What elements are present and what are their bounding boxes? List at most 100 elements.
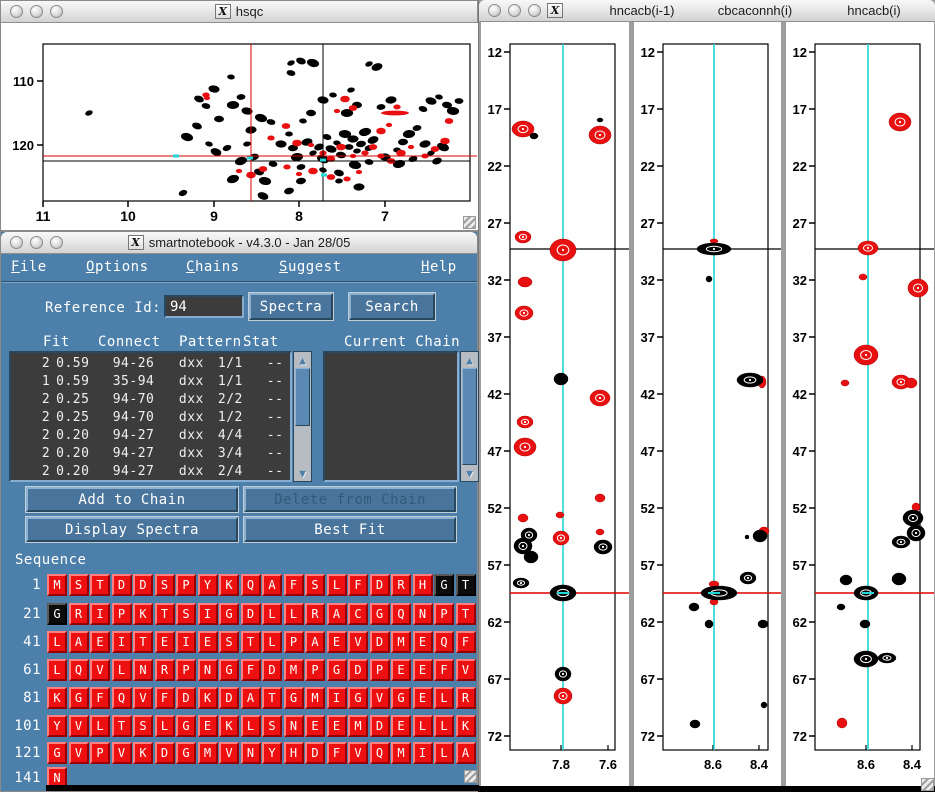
sequence-cell[interactable]: A [327,603,347,625]
close-button[interactable] [488,4,501,17]
sequence-cell[interactable]: L [155,715,175,737]
sequence-cell[interactable]: D [348,659,368,681]
fit-row[interactable]: 20.2094-27dxx2/4-- [11,464,290,482]
search-button[interactable]: Search [349,293,435,320]
sequence-cell[interactable]: F [241,659,261,681]
menu-file[interactable]: File [11,259,47,275]
sequence-cell[interactable]: P [284,631,304,653]
sequence-cell[interactable]: C [348,603,368,625]
sequence-cell[interactable]: N [133,659,153,681]
sequence-cell[interactable]: Y [47,715,67,737]
sequence-cell[interactable]: E [391,715,411,737]
sequence-cell[interactable]: D [370,631,390,653]
sequence-cell[interactable]: R [305,603,325,625]
strip-panel-hncacb-i-1[interactable]: 121722273237424752576267727.87.6 [481,22,629,786]
sequence-cell[interactable]: M [47,574,67,596]
sequence-cell[interactable]: E [413,687,433,709]
sequence-cell[interactable]: G [434,574,454,596]
sequence-cell[interactable]: I [176,631,196,653]
sequence-cell[interactable]: F [90,687,110,709]
sequence-cell[interactable]: G [370,603,390,625]
close-button[interactable] [10,5,23,18]
minimize-button[interactable] [30,5,43,18]
sequence-cell[interactable]: E [413,631,433,653]
sequence-cell[interactable]: N [413,603,433,625]
sequence-cell[interactable]: T [133,631,153,653]
fit-row[interactable]: 20.2594-70dxx1/2-- [11,410,290,428]
sequence-cell[interactable]: V [370,687,390,709]
sequence-cell[interactable]: A [69,631,89,653]
scroll-down-icon[interactable]: ▼ [461,465,478,481]
scrollbar-thumb[interactable] [295,368,310,426]
sequence-cell[interactable]: M [284,659,304,681]
sequence-cell[interactable]: F [284,574,304,596]
sequence-cell[interactable]: A [305,631,325,653]
zoom-button[interactable] [528,4,541,17]
fit-row[interactable]: 20.2094-27dxx4/4-- [11,428,290,446]
fit-row[interactable]: 10.5935-94dxx1/1-- [11,374,290,392]
sequence-cell[interactable]: L [90,715,110,737]
sequence-cell[interactable]: S [155,574,175,596]
sequence-cell[interactable]: S [262,715,282,737]
sequence-cell[interactable]: D [370,574,390,596]
sequence-cell[interactable]: V [69,742,89,764]
sequence-cell[interactable]: L [413,715,433,737]
sequence-cell[interactable]: K [219,574,239,596]
sequence-cell[interactable]: P [112,603,132,625]
sequence-cell[interactable]: R [155,659,175,681]
sequence-cell[interactable]: G [391,687,411,709]
resize-grip[interactable] [921,778,934,791]
sequence-cell[interactable]: Q [241,574,261,596]
sequence-cell[interactable]: R [69,603,89,625]
sequence-cell[interactable]: L [327,574,347,596]
sequence-cell[interactable]: P [305,659,325,681]
sequence-cell[interactable]: K [456,715,476,737]
fit-row[interactable]: 20.2594-70dxx2/2-- [11,392,290,410]
sequence-cell[interactable]: K [133,603,153,625]
sequence-cell[interactable]: E [198,715,218,737]
sequence-cell[interactable]: P [90,742,110,764]
sequence-cell[interactable]: I [327,687,347,709]
sequence-cell[interactable]: V [348,742,368,764]
sequence-cell[interactable]: A [262,574,282,596]
sequence-cell[interactable]: T [155,603,175,625]
sequence-cell[interactable]: E [90,631,110,653]
sequence-cell[interactable]: M [391,631,411,653]
sequence-cell[interactable]: L [112,659,132,681]
sequence-cell[interactable]: L [262,631,282,653]
sequence-cell[interactable]: I [90,603,110,625]
fit-row[interactable]: 20.5994-26dxx1/1-- [11,356,290,374]
sequence-cell[interactable]: V [348,631,368,653]
sequence-cell[interactable]: P [176,574,196,596]
sequence-cell[interactable]: V [90,659,110,681]
sequence-cell[interactable]: T [90,574,110,596]
sequence-cell[interactable]: G [47,742,67,764]
sequence-cell[interactable]: R [456,687,476,709]
sequence-cell[interactable]: E [413,659,433,681]
menu-help[interactable]: Help [421,259,457,275]
sequence-cell[interactable]: S [219,631,239,653]
sequence-cell[interactable]: M [305,687,325,709]
menu-options[interactable]: Options [86,259,149,275]
sequence-cell[interactable]: E [305,715,325,737]
chain-list-scrollbar[interactable]: ▲ ▼ [460,351,479,482]
sequence-cell[interactable]: F [348,574,368,596]
sequence-cell[interactable]: A [456,742,476,764]
sequence-cell[interactable]: M [198,742,218,764]
zoom-button[interactable] [50,236,63,249]
sequence-cell[interactable]: L [284,603,304,625]
sequence-cell[interactable]: D [370,715,390,737]
fit-list[interactable]: 20.5994-26dxx1/1--10.5935-94dxx1/1--20.2… [9,351,292,482]
sequence-cell[interactable]: H [413,574,433,596]
zoom-button[interactable] [50,5,63,18]
sequence-cell[interactable]: G [47,603,67,625]
sequence-cell[interactable]: L [262,603,282,625]
sequence-cell[interactable]: P [370,659,390,681]
sequence-cell[interactable]: P [434,603,454,625]
delete-from-chain-button[interactable]: Delete from Chain [244,487,456,512]
fit-row[interactable]: 20.2094-27dxx3/4-- [11,446,290,464]
sequence-cell[interactable]: D [176,687,196,709]
sequence-cell[interactable]: E [327,631,347,653]
sequence-cell[interactable]: H [284,742,304,764]
sequence-cell[interactable]: G [69,687,89,709]
